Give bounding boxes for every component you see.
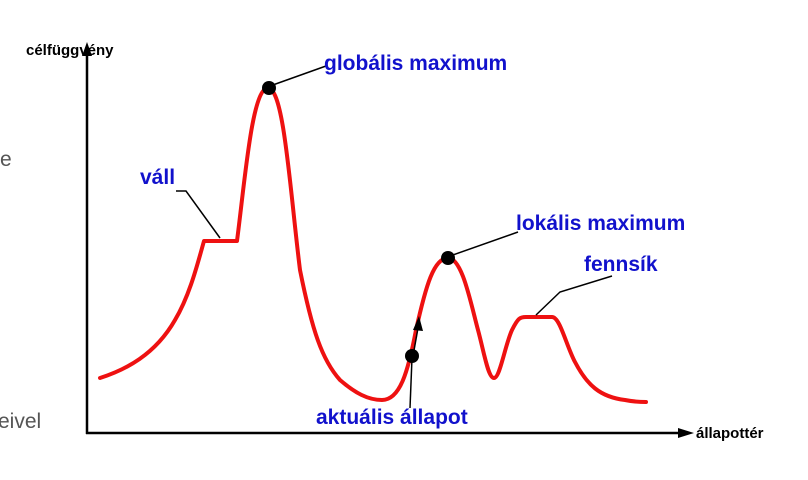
plateau-label: fennsík <box>584 253 658 276</box>
global-max-point <box>262 81 276 95</box>
local-max-leader <box>449 231 519 257</box>
local-max-label: lokális maximum <box>516 212 685 235</box>
shoulder-label: váll <box>140 166 175 189</box>
current-state-leader <box>409 357 413 409</box>
local-max-point <box>441 251 455 265</box>
current-state-label: aktuális állapot <box>316 406 468 429</box>
slide-fragment-top: e <box>0 148 12 171</box>
x-axis-arrow-icon <box>678 428 694 438</box>
x-axis-label: állapottér <box>696 425 764 442</box>
current-state-point <box>405 349 419 363</box>
y-axis-arrow-icon <box>82 42 92 56</box>
global-max-label: globális maximum <box>324 52 507 75</box>
shoulder-leader <box>176 190 221 239</box>
y-axis-label: célfüggvény <box>26 42 114 59</box>
plateau-leader <box>535 275 613 316</box>
objective-curve <box>98 86 648 404</box>
global-max-leader <box>269 65 327 87</box>
slide-fragment-bottom: eivel <box>0 410 41 433</box>
current-state-arrowhead-icon <box>413 316 423 331</box>
